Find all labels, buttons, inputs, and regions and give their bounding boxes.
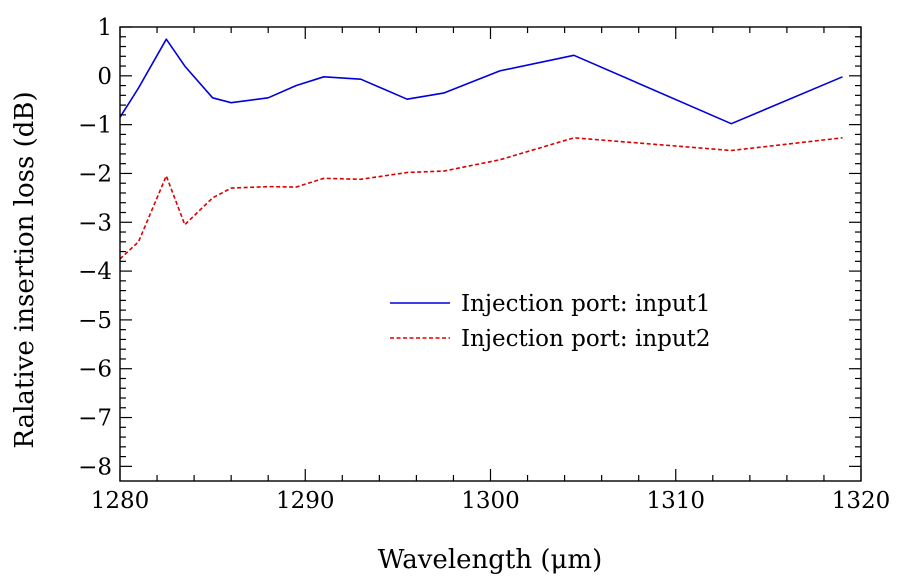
y-tick-label: −7 <box>78 406 112 432</box>
x-tick-label: 1290 <box>276 488 335 514</box>
series-line-2 <box>120 137 843 260</box>
y-tick-label: −4 <box>78 259 112 285</box>
tick-labels: 1280 1290 1300 1310 1320 1 0 −1 −2 −3 −4 −5 −6 −7 −8 <box>78 15 890 514</box>
y-tick-label: 0 <box>97 64 112 90</box>
x-tick-label: 1300 <box>461 488 520 514</box>
y-tick-label: −2 <box>78 161 112 187</box>
plot-area <box>120 38 843 260</box>
x-axis-label: Wavelength (μm) <box>378 545 602 575</box>
legend: Injection port: input1 Injection port: i… <box>390 291 711 352</box>
y-tick-label: −6 <box>78 357 112 383</box>
y-axis-label: Ralative insertion loss (dB) <box>10 91 40 448</box>
legend-label-input2: Injection port: input2 <box>461 326 711 352</box>
y-tick-label: −5 <box>78 308 112 334</box>
axes <box>119 26 862 482</box>
y-tick-label: −3 <box>78 210 112 236</box>
series-line-1 <box>120 38 843 125</box>
y-tick-label: 1 <box>97 15 112 41</box>
legend-label-input1: Injection port: input1 <box>461 291 711 317</box>
y-tick-label: −1 <box>78 113 112 139</box>
y-tick-label: −8 <box>78 454 112 480</box>
ticks <box>119 26 862 481</box>
plot-frame <box>119 26 862 482</box>
x-tick-label: 1320 <box>832 488 891 514</box>
x-tick-label: 1310 <box>646 488 705 514</box>
x-tick-label: 1280 <box>91 488 150 514</box>
